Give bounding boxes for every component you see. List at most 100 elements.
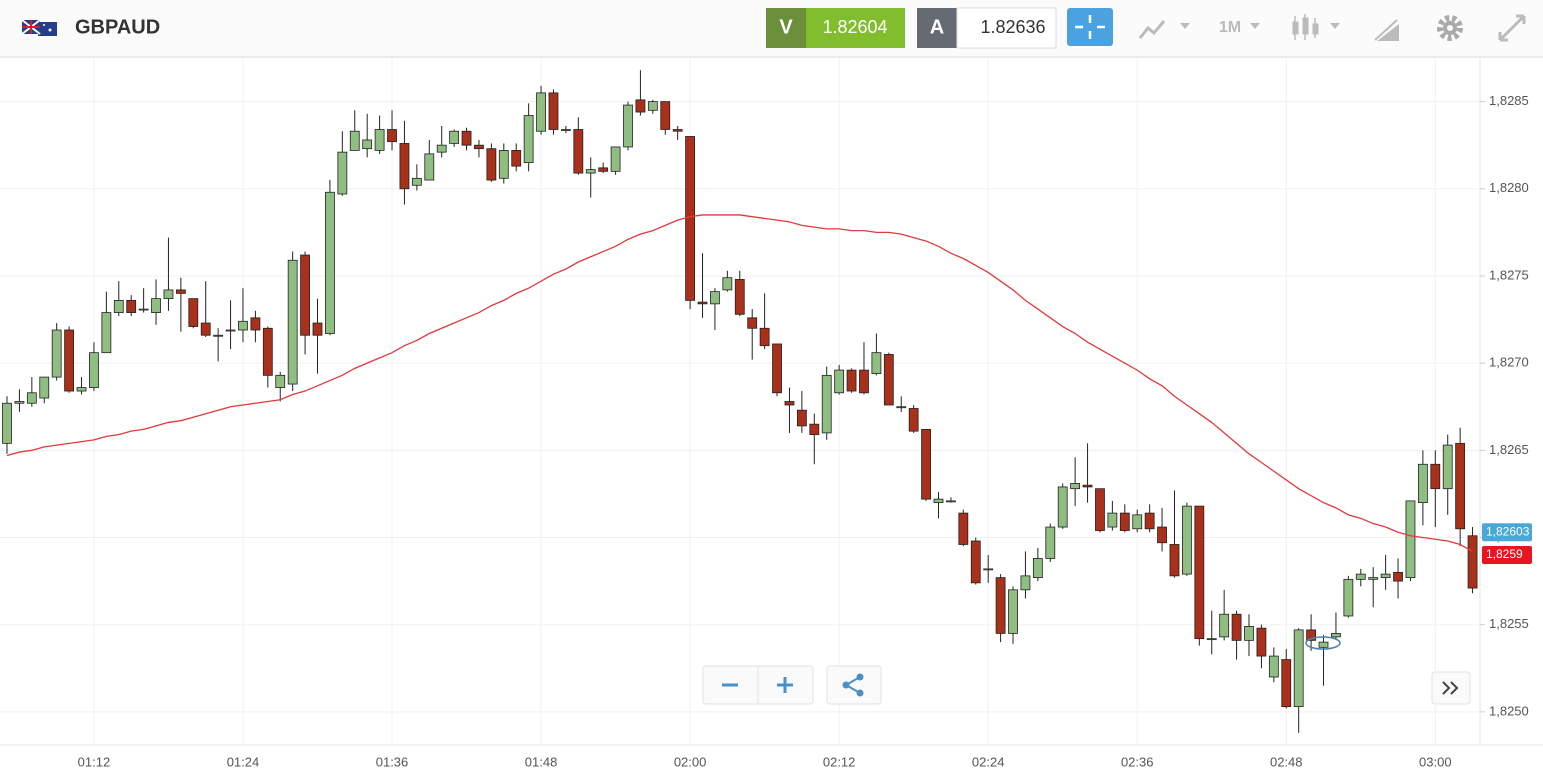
candle-body bbox=[1057, 486, 1068, 528]
crosshair-button[interactable] bbox=[1067, 8, 1113, 46]
candle-body bbox=[896, 406, 907, 409]
candle-body bbox=[163, 289, 174, 300]
candle-body bbox=[983, 568, 994, 571]
candle-body bbox=[474, 144, 484, 150]
candle-body bbox=[461, 130, 472, 146]
candle-body bbox=[486, 148, 497, 181]
zoom-controls[interactable] bbox=[702, 665, 882, 705]
timeframe-arrow[interactable] bbox=[1250, 23, 1260, 29]
candle-body bbox=[2, 402, 12, 444]
candle-body bbox=[1070, 483, 1081, 490]
candle-body bbox=[1380, 573, 1391, 579]
candle-body bbox=[1144, 512, 1155, 530]
plot: 1,82501,82551,82601,82651,82701,82751,82… bbox=[0, 58, 1532, 769]
candle-body bbox=[349, 130, 360, 151]
y-tick-label: 1,8285 bbox=[1489, 93, 1529, 108]
x-tick-label: 01:36 bbox=[376, 754, 409, 769]
candle-body bbox=[722, 277, 733, 291]
x-tick-label: 01:12 bbox=[78, 754, 111, 769]
moving-average-line bbox=[6, 214, 1473, 553]
buy-label-box[interactable] bbox=[917, 8, 957, 48]
candle-body bbox=[1293, 629, 1304, 708]
chart-type-button[interactable] bbox=[1138, 20, 1190, 39]
scroll-end-button[interactable] bbox=[1431, 671, 1471, 705]
candle-body bbox=[821, 374, 832, 434]
candle-body bbox=[1455, 442, 1466, 530]
candle-body bbox=[498, 150, 509, 179]
candle-body bbox=[511, 150, 522, 167]
candle-body bbox=[1169, 544, 1180, 577]
sell-label[interactable]: V bbox=[779, 16, 793, 38]
drawing-button[interactable] bbox=[1374, 19, 1399, 41]
candle-style-button[interactable] bbox=[1292, 14, 1340, 40]
candle-body bbox=[598, 167, 609, 172]
candle-body bbox=[1194, 505, 1205, 640]
candle-body bbox=[113, 299, 124, 313]
candle-body bbox=[262, 327, 273, 376]
candle-body bbox=[200, 322, 211, 336]
candle-body bbox=[871, 352, 882, 375]
candle-body bbox=[561, 129, 571, 131]
x-tick-label: 02:36 bbox=[1121, 754, 1154, 769]
candle-body bbox=[1045, 526, 1056, 559]
candle-body bbox=[958, 512, 969, 545]
candle-body bbox=[685, 136, 695, 301]
buy-label[interactable]: A bbox=[930, 16, 944, 38]
price-marker bbox=[1482, 523, 1532, 542]
candle-body bbox=[39, 376, 50, 399]
candle-body bbox=[411, 177, 422, 186]
buy-price[interactable]: 1.82636 bbox=[980, 17, 1045, 37]
candle-body bbox=[424, 153, 435, 181]
candle-body bbox=[1306, 629, 1316, 641]
candle-body bbox=[660, 101, 671, 130]
candle-body bbox=[1157, 526, 1167, 544]
candle-body bbox=[759, 327, 770, 347]
candle-body bbox=[1231, 613, 1242, 641]
candle-body bbox=[548, 92, 559, 130]
annotation-oval bbox=[1305, 636, 1341, 650]
sell-price-box[interactable] bbox=[806, 8, 905, 48]
candle-body bbox=[796, 409, 807, 427]
sell-label-box[interactable] bbox=[766, 8, 806, 48]
price-marker-label: 1,8259 bbox=[1486, 547, 1523, 561]
candle-body bbox=[1355, 573, 1366, 580]
candle-body bbox=[101, 312, 112, 354]
candle-body bbox=[585, 169, 596, 174]
timeframe[interactable]: 1M bbox=[1219, 19, 1241, 36]
candle-body bbox=[635, 99, 646, 113]
candle-body bbox=[1032, 558, 1043, 579]
candle-body bbox=[1132, 514, 1143, 530]
candle-body bbox=[14, 401, 25, 404]
y-tick-label: 1,8250 bbox=[1489, 703, 1529, 718]
settings-button[interactable] bbox=[1437, 15, 1463, 41]
candle-body bbox=[834, 369, 845, 394]
candle-body bbox=[697, 301, 708, 305]
y-tick-label: 1,8255 bbox=[1489, 616, 1529, 631]
x-tick-label: 01:24 bbox=[227, 754, 260, 769]
buy-price-box[interactable] bbox=[956, 7, 1057, 49]
candle-body bbox=[908, 408, 919, 432]
candle-body bbox=[76, 387, 87, 392]
candle-body bbox=[883, 354, 894, 406]
candle-body bbox=[1318, 641, 1329, 648]
candle-body bbox=[921, 428, 931, 500]
y-tick-label: 1,8280 bbox=[1489, 180, 1529, 195]
candle-body bbox=[1442, 444, 1453, 490]
x-tick-label: 02:12 bbox=[823, 754, 856, 769]
fullscreen-button[interactable] bbox=[1498, 14, 1526, 42]
candle-body bbox=[946, 500, 956, 503]
candle-body bbox=[523, 115, 534, 164]
candle-body bbox=[275, 374, 286, 388]
candle-body bbox=[1343, 578, 1354, 617]
sell-price[interactable]: 1.82604 bbox=[822, 17, 887, 37]
candle-body bbox=[784, 401, 795, 406]
symbol: GBPAUD bbox=[75, 16, 160, 38]
candle-body bbox=[1430, 463, 1441, 490]
candle-body bbox=[151, 298, 161, 313]
candle-body bbox=[1082, 484, 1093, 488]
candle-body bbox=[89, 352, 99, 388]
candle-body bbox=[846, 369, 857, 392]
candle-body bbox=[436, 144, 447, 153]
